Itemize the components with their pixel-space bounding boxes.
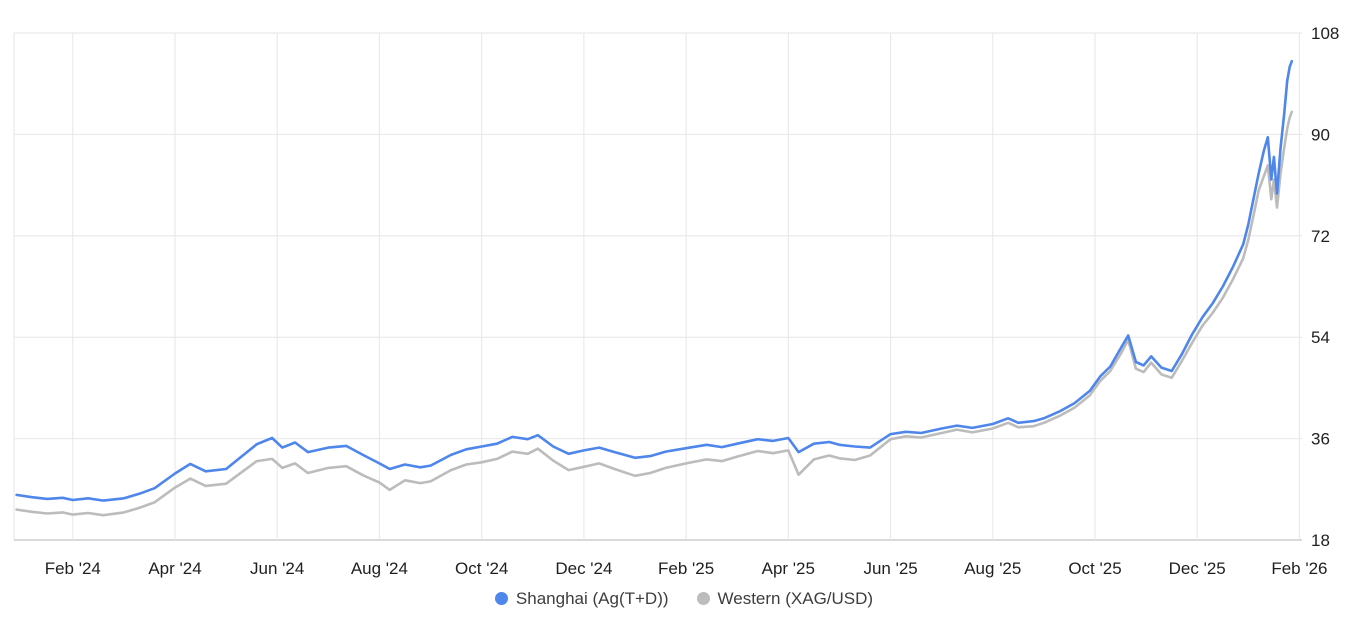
svg-text:54: 54 xyxy=(1311,328,1330,347)
svg-text:Feb '25: Feb '25 xyxy=(658,559,714,578)
svg-text:Oct '24: Oct '24 xyxy=(455,559,508,578)
svg-text:72: 72 xyxy=(1311,227,1330,246)
svg-text:Feb '24: Feb '24 xyxy=(45,559,101,578)
chart-legend: Shanghai (Ag(T+D)) Western (XAG/USD) xyxy=(0,590,1368,607)
western-series-marker-icon xyxy=(696,592,710,605)
svg-text:Feb '26: Feb '26 xyxy=(1271,559,1327,578)
svg-text:Oct '25: Oct '25 xyxy=(1068,559,1121,578)
svg-text:Aug '24: Aug '24 xyxy=(351,559,408,578)
svg-text:18: 18 xyxy=(1311,531,1330,550)
svg-text:Dec '24: Dec '24 xyxy=(555,559,612,578)
svg-text:Aug '25: Aug '25 xyxy=(964,559,1021,578)
svg-text:108: 108 xyxy=(1311,24,1339,43)
svg-text:Jun '25: Jun '25 xyxy=(863,559,917,578)
legend-label-western: Western (XAG/USD) xyxy=(717,589,874,608)
svg-text:Apr '24: Apr '24 xyxy=(148,559,201,578)
svg-text:Jun '24: Jun '24 xyxy=(250,559,304,578)
svg-text:Apr '25: Apr '25 xyxy=(762,559,815,578)
chart-plot-area[interactable]: 18 36 54 72 90 108 Feb '24 Apr '24 Jun '24 Aug '2… xyxy=(0,0,1368,585)
legend-item-western[interactable]: Western (XAG/USD) xyxy=(696,589,874,608)
legend-label-shanghai: Shanghai (Ag(T+D)) xyxy=(515,589,669,608)
legend-item-shanghai[interactable]: Shanghai (Ag(T+D)) xyxy=(494,589,669,608)
svg-text:90: 90 xyxy=(1311,125,1330,144)
svg-text:36: 36 xyxy=(1311,430,1330,449)
shanghai-series-marker-icon xyxy=(494,592,508,605)
svg-text:Dec '25: Dec '25 xyxy=(1169,559,1226,578)
